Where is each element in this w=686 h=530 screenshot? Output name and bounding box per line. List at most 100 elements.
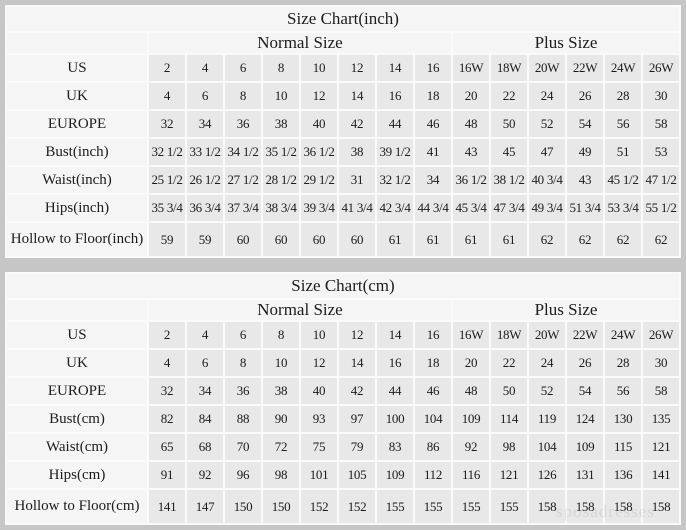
size-value-cell: 40 3/4: [529, 167, 565, 193]
size-value-cell: 152: [339, 490, 375, 523]
size-value-cell: 90: [263, 406, 299, 432]
size-value-cell: 121: [491, 462, 527, 488]
size-value-cell: 38: [339, 139, 375, 165]
size-value-cell: 29 1/2: [301, 167, 337, 193]
size-value-cell: 36: [225, 111, 261, 137]
group-header-plus-size: Plus Size: [453, 300, 679, 320]
size-value-cell: 60: [301, 223, 337, 256]
size-value-cell: 6: [187, 83, 223, 109]
size-value-cell: 2: [149, 322, 185, 348]
size-value-cell: 55 1/2: [643, 195, 679, 221]
size-label-cell: Bust(inch): [7, 139, 147, 165]
size-value-cell: 4: [187, 322, 223, 348]
size-value-cell: 32 1/2: [377, 167, 413, 193]
size-value-cell: 6: [187, 350, 223, 376]
size-value-cell: 16: [377, 350, 413, 376]
size-value-cell: 20W: [529, 55, 565, 81]
size-value-cell: 104: [415, 406, 451, 432]
size-value-cell: 6: [225, 322, 261, 348]
size-value-cell: 62: [529, 223, 565, 256]
size-value-cell: 58: [643, 378, 679, 404]
size-value-cell: 48: [453, 111, 489, 137]
size-value-cell: 101: [301, 462, 337, 488]
size-value-cell: 32: [149, 111, 185, 137]
size-value-cell: 47: [529, 139, 565, 165]
size-value-cell: 43: [453, 139, 489, 165]
size-value-cell: 88: [225, 406, 261, 432]
table-title-row: Size Chart(cm): [7, 274, 679, 298]
size-value-cell: 24: [529, 350, 565, 376]
table-row: Bust(cm) 82 84 88 90 93 97 100 104 109 114 119 124 13…: [7, 406, 679, 432]
size-value-cell: 8: [263, 55, 299, 81]
size-value-cell: 59: [187, 223, 223, 256]
size-value-cell: 24: [529, 83, 565, 109]
size-label-cell: Hips(inch): [7, 195, 147, 221]
size-value-cell: 60: [225, 223, 261, 256]
size-value-cell: 36 3/4: [187, 195, 223, 221]
size-value-cell: 116: [453, 462, 489, 488]
size-value-cell: 98: [491, 434, 527, 460]
table-row: EUROPE 32 34 36 38 40 42 44 46 48 50 52 54 56 58: [7, 378, 679, 404]
size-value-cell: 105: [339, 462, 375, 488]
size-value-cell: 38: [263, 378, 299, 404]
size-value-cell: 86: [415, 434, 451, 460]
size-value-cell: 124: [567, 406, 603, 432]
size-value-cell: 36 1/2: [453, 167, 489, 193]
size-value-cell: 16W: [453, 55, 489, 81]
size-value-cell: 18: [415, 350, 451, 376]
size-value-cell: 40: [301, 111, 337, 137]
size-value-cell: 75: [301, 434, 337, 460]
table-row: UK 4 6 8 10 12 14 16 18 20 22 24 26 28 30: [7, 350, 679, 376]
size-value-cell: 16: [377, 83, 413, 109]
size-value-cell: 10: [263, 83, 299, 109]
size-value-cell: 158: [567, 490, 603, 523]
size-value-cell: 26: [567, 350, 603, 376]
size-value-cell: 14: [377, 322, 413, 348]
corner-cell: [7, 300, 147, 320]
table-row: UK 4 6 8 10 12 14 16 18 20 22 24 26 28 30: [7, 83, 679, 109]
size-value-cell: 65: [149, 434, 185, 460]
size-value-cell: 14: [339, 83, 375, 109]
table-row: EUROPE 32 34 36 38 40 42 44 46 48 50 52 54 56 58: [7, 111, 679, 137]
size-value-cell: 130: [605, 406, 641, 432]
size-value-cell: 28 1/2: [263, 167, 299, 193]
size-value-cell: 109: [377, 462, 413, 488]
size-label-cell: Hollow to Floor(cm): [7, 490, 147, 523]
size-value-cell: 141: [643, 462, 679, 488]
table-row: Hollow to Floor(cm) 141 147 150 150 152 152 155…: [7, 490, 679, 523]
size-value-cell: 104: [529, 434, 565, 460]
size-value-cell: 42 3/4: [377, 195, 413, 221]
size-value-cell: 54: [567, 378, 603, 404]
size-value-cell: 61: [415, 223, 451, 256]
size-label-cell: UK: [7, 350, 147, 376]
size-value-cell: 22W: [567, 55, 603, 81]
size-value-cell: 83: [377, 434, 413, 460]
size-value-cell: 155: [453, 490, 489, 523]
size-value-cell: 22: [491, 350, 527, 376]
size-value-cell: 28: [605, 83, 641, 109]
size-value-cell: 35 1/2: [263, 139, 299, 165]
size-value-cell: 18W: [491, 55, 527, 81]
size-value-cell: 34: [187, 111, 223, 137]
size-value-cell: 62: [567, 223, 603, 256]
size-value-cell: 24W: [605, 55, 641, 81]
size-value-cell: 12: [301, 83, 337, 109]
size-value-cell: 152: [301, 490, 337, 523]
size-value-cell: 141: [149, 490, 185, 523]
size-value-cell: 24W: [605, 322, 641, 348]
size-value-cell: 33 1/2: [187, 139, 223, 165]
size-value-cell: 109: [453, 406, 489, 432]
size-value-cell: 92: [453, 434, 489, 460]
table-row: Waist(cm) 65 68 70 72 75 79 83 86 92 98 104 109 115 12…: [7, 434, 679, 460]
size-value-cell: 97: [339, 406, 375, 432]
size-value-cell: 20: [453, 83, 489, 109]
size-value-cell: 70: [225, 434, 261, 460]
group-header-normal-size: Normal Size: [149, 33, 451, 53]
size-value-cell: 31: [339, 167, 375, 193]
size-value-cell: 52: [529, 378, 565, 404]
size-label-cell: Bust(cm): [7, 406, 147, 432]
size-value-cell: 155: [377, 490, 413, 523]
size-value-cell: 68: [187, 434, 223, 460]
size-value-cell: 44: [377, 111, 413, 137]
size-value-cell: 119: [529, 406, 565, 432]
